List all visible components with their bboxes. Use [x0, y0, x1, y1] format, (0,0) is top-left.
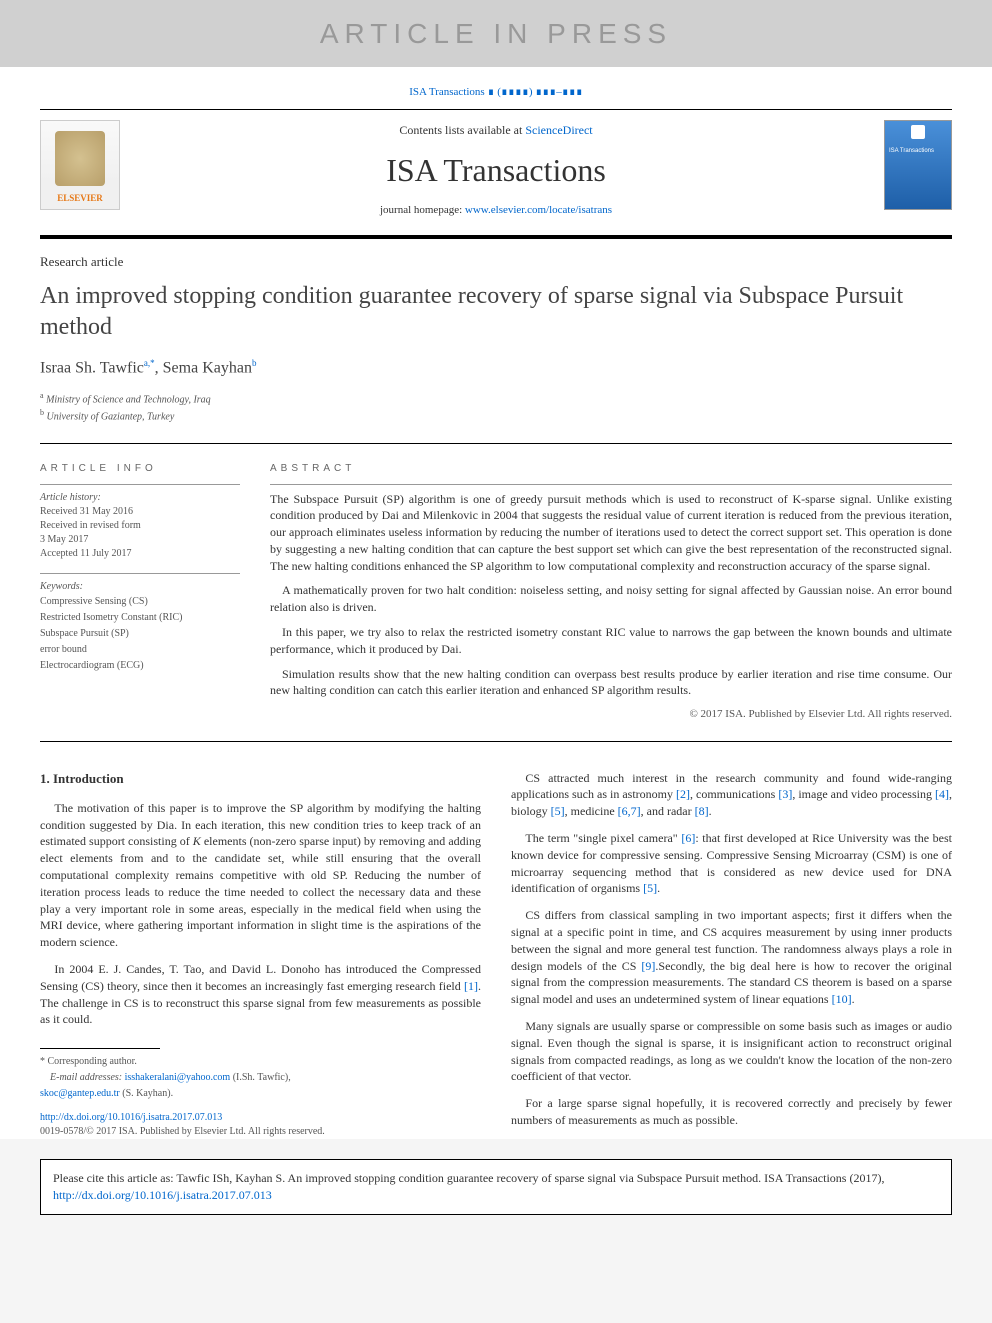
history-4: Accepted 11 July 2017 [40, 547, 240, 561]
header-rule [40, 235, 952, 239]
history-1: Received 31 May 2016 [40, 505, 240, 519]
ref-2[interactable]: [2] [676, 787, 690, 801]
email-name-1: (I.Sh. Tawfic), [230, 1072, 291, 1083]
meta-abstract-row: ARTICLE INFO Article history: Received 3… [40, 462, 952, 723]
body-right: CS attracted much interest in the resear… [511, 770, 952, 1140]
abstract-rule [270, 484, 952, 485]
email-label: E-mail addresses: [50, 1072, 125, 1083]
abstract-copyright: © 2017 ISA. Published by Elsevier Ltd. A… [270, 707, 952, 722]
body-right-p1: CS attracted much interest in the resear… [511, 770, 952, 820]
body-right-p4: Many signals are usually sparse or compr… [511, 1018, 952, 1085]
body-left-p1: The motivation of this paper is to impro… [40, 800, 481, 951]
ref-1[interactable]: [1] [464, 979, 478, 993]
author-1-marks: a,* [144, 358, 155, 368]
history-3: 3 May 2017 [40, 533, 240, 547]
keyword-4: error bound [40, 642, 240, 658]
journal-cover-thumbnail: ISA Transactions [884, 120, 952, 210]
body-right-p3: CS differs from classical sampling in tw… [511, 907, 952, 1008]
footnotes: * Corresponding author. E-mail addresses… [40, 1055, 481, 1101]
journal-cover-text: ISA Transactions [885, 139, 951, 163]
email-line: E-mail addresses: isshakeralani@yahoo.co… [40, 1071, 481, 1085]
ref-5b[interactable]: [5] [643, 881, 657, 895]
email-2[interactable]: skoc@gantep.edu.tr [40, 1088, 120, 1099]
contents-line: Contents lists available at ScienceDirec… [40, 122, 952, 139]
corresponding-author: * Corresponding author. [40, 1055, 481, 1069]
ref-5[interactable]: [5] [551, 804, 565, 818]
ref-67[interactable]: [6,7] [618, 804, 641, 818]
author-1: Israa Sh. Tawfic [40, 359, 144, 376]
ref-8[interactable]: [8] [695, 804, 709, 818]
body-right-p2: The term "single pixel camera" [6]: that… [511, 830, 952, 897]
abstract-p2: A mathematically proven for two halt con… [270, 582, 952, 616]
article-type: Research article [40, 253, 952, 271]
elsevier-text: ELSEVIER [57, 192, 103, 205]
authors: Israa Sh. Tawfica,*, Sema Kayhanb [40, 357, 952, 380]
affil-1-text: Ministry of Science and Technology, Iraq [46, 394, 211, 405]
body-left-p2: In 2004 E. J. Candes, T. Tao, and David … [40, 961, 481, 1028]
article-in-press-banner: ARTICLE IN PRESS [0, 0, 992, 67]
ref-9[interactable]: [9] [641, 959, 655, 973]
author-2: Sema Kayhan [163, 359, 252, 376]
contents-prefix: Contents lists available at [399, 123, 525, 137]
keyword-1: Compressive Sensing (CS) [40, 594, 240, 610]
journal-title: ISA Transactions [40, 148, 952, 193]
issn-line: 0019-0578/© 2017 ISA. Published by Elsev… [40, 1126, 325, 1137]
abstract-p1: The Subspace Pursuit (SP) algorithm is o… [270, 491, 952, 575]
affil-1-mark: a [40, 391, 44, 400]
ref-6[interactable]: [6] [681, 831, 695, 845]
email-1[interactable]: isshakeralani@yahoo.com [125, 1072, 231, 1083]
affiliations: a Ministry of Science and Technology, Ir… [40, 390, 952, 425]
homepage-line: journal homepage: www.elsevier.com/locat… [40, 203, 952, 218]
citation-link[interactable]: ISA Transactions ∎ (∎∎∎∎) ∎∎∎–∎∎∎ [409, 86, 583, 98]
sciencedirect-link[interactable]: ScienceDirect [525, 123, 592, 137]
history-2: Received in revised form [40, 519, 240, 533]
doi-block: http://dx.doi.org/10.1016/j.isatra.2017.… [40, 1111, 481, 1139]
cite-doi-link[interactable]: http://dx.doi.org/10.1016/j.isatra.2017.… [53, 1188, 272, 1202]
body-right-p5: For a large sparse signal hopefully, it … [511, 1095, 952, 1129]
footnote-rule [40, 1048, 160, 1049]
content-wrapper: ISA Transactions ∎ (∎∎∎∎) ∎∎∎–∎∎∎ ELSEVI… [0, 67, 992, 1139]
section-1-heading: 1. Introduction [40, 770, 481, 788]
abstract-end-rule [40, 741, 952, 742]
abstract-p3: In this paper, we try also to relax the … [270, 624, 952, 658]
cite-text: Please cite this article as: Tawfic ISh,… [53, 1171, 884, 1185]
keyword-2: Restricted Isometry Constant (RIC) [40, 610, 240, 626]
abstract-text: The Subspace Pursuit (SP) algorithm is o… [270, 491, 952, 700]
cite-box: Please cite this article as: Tawfic ISh,… [40, 1159, 952, 1215]
affil-2-text: University of Gaziantep, Turkey [47, 412, 175, 423]
keyword-5: Electrocardiogram (ECG) [40, 658, 240, 674]
ref-10[interactable]: [10] [832, 992, 852, 1006]
author-2-marks: b [252, 358, 257, 368]
article-title: An improved stopping condition guarantee… [40, 281, 952, 343]
author-sep: , [155, 359, 163, 376]
elsevier-logo: ELSEVIER [40, 120, 120, 210]
ref-4[interactable]: [4] [935, 787, 949, 801]
history-label: Article history: [40, 491, 240, 505]
abstract-p4: Simulation results show that the new hal… [270, 666, 952, 700]
info-rule-2 [40, 573, 240, 574]
abstract-column: ABSTRACT The Subspace Pursuit (SP) algor… [270, 462, 952, 723]
affil-2-mark: b [40, 408, 44, 417]
authors-rule [40, 443, 952, 444]
ref-3[interactable]: [3] [778, 787, 792, 801]
homepage-link[interactable]: www.elsevier.com/locate/isatrans [465, 204, 612, 216]
keywords-label: Keywords: [40, 580, 240, 594]
body-left: 1. Introduction The motivation of this p… [40, 770, 481, 1140]
keywords-list: Compressive Sensing (CS) Restricted Isom… [40, 594, 240, 674]
journal-header: ELSEVIER ISA Transactions Contents lists… [40, 109, 952, 235]
article-info-heading: ARTICLE INFO [40, 462, 240, 476]
abstract-heading: ABSTRACT [270, 462, 952, 476]
citation-header: ISA Transactions ∎ (∎∎∎∎) ∎∎∎–∎∎∎ [40, 67, 952, 108]
email-name-2: (S. Kayhan). [120, 1088, 173, 1099]
body-columns: 1. Introduction The motivation of this p… [40, 770, 952, 1140]
article-info-column: ARTICLE INFO Article history: Received 3… [40, 462, 240, 723]
info-rule-1 [40, 484, 240, 485]
homepage-prefix: journal homepage: [380, 204, 465, 216]
keyword-3: Subspace Pursuit (SP) [40, 626, 240, 642]
doi-link[interactable]: http://dx.doi.org/10.1016/j.isatra.2017.… [40, 1112, 222, 1123]
